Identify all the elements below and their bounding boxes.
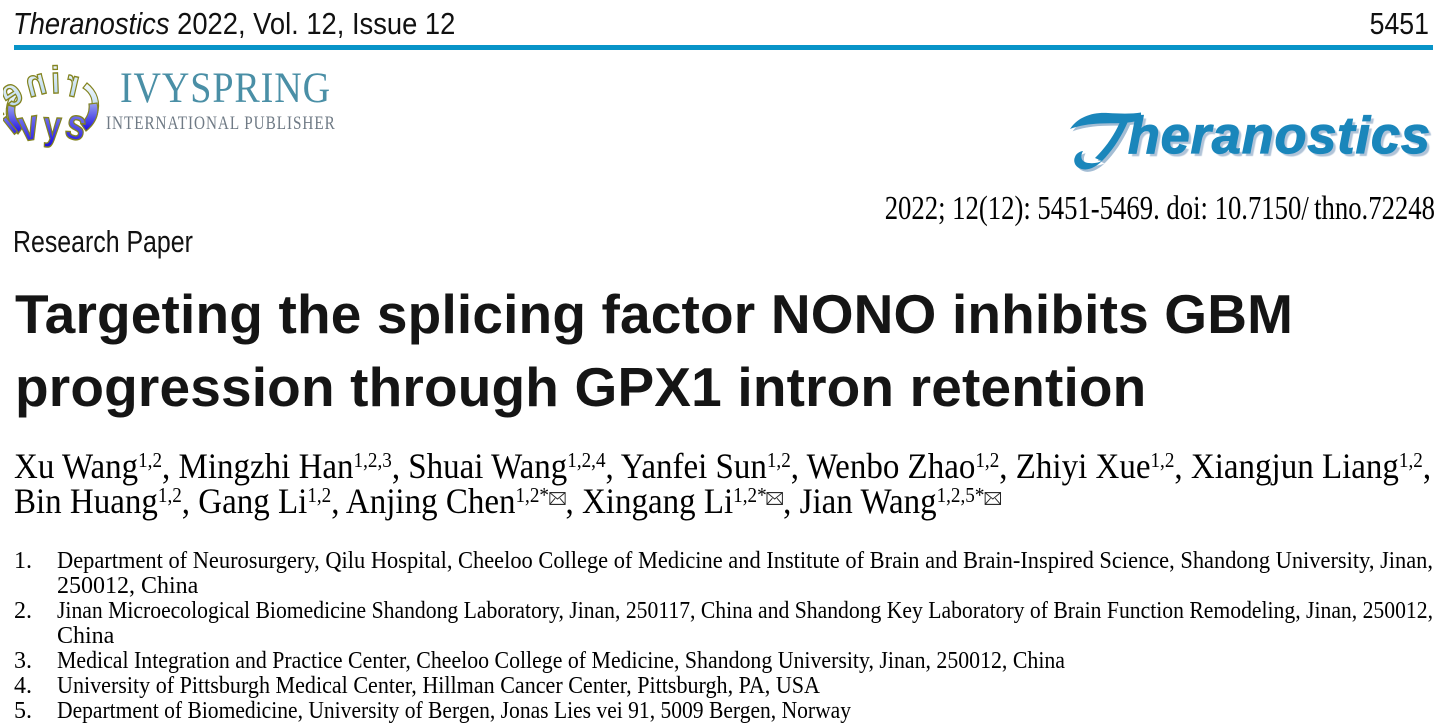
svg-text:v: v: [14, 99, 43, 151]
svg-text:y: y: [43, 103, 63, 148]
svg-text:i: i: [50, 63, 60, 102]
